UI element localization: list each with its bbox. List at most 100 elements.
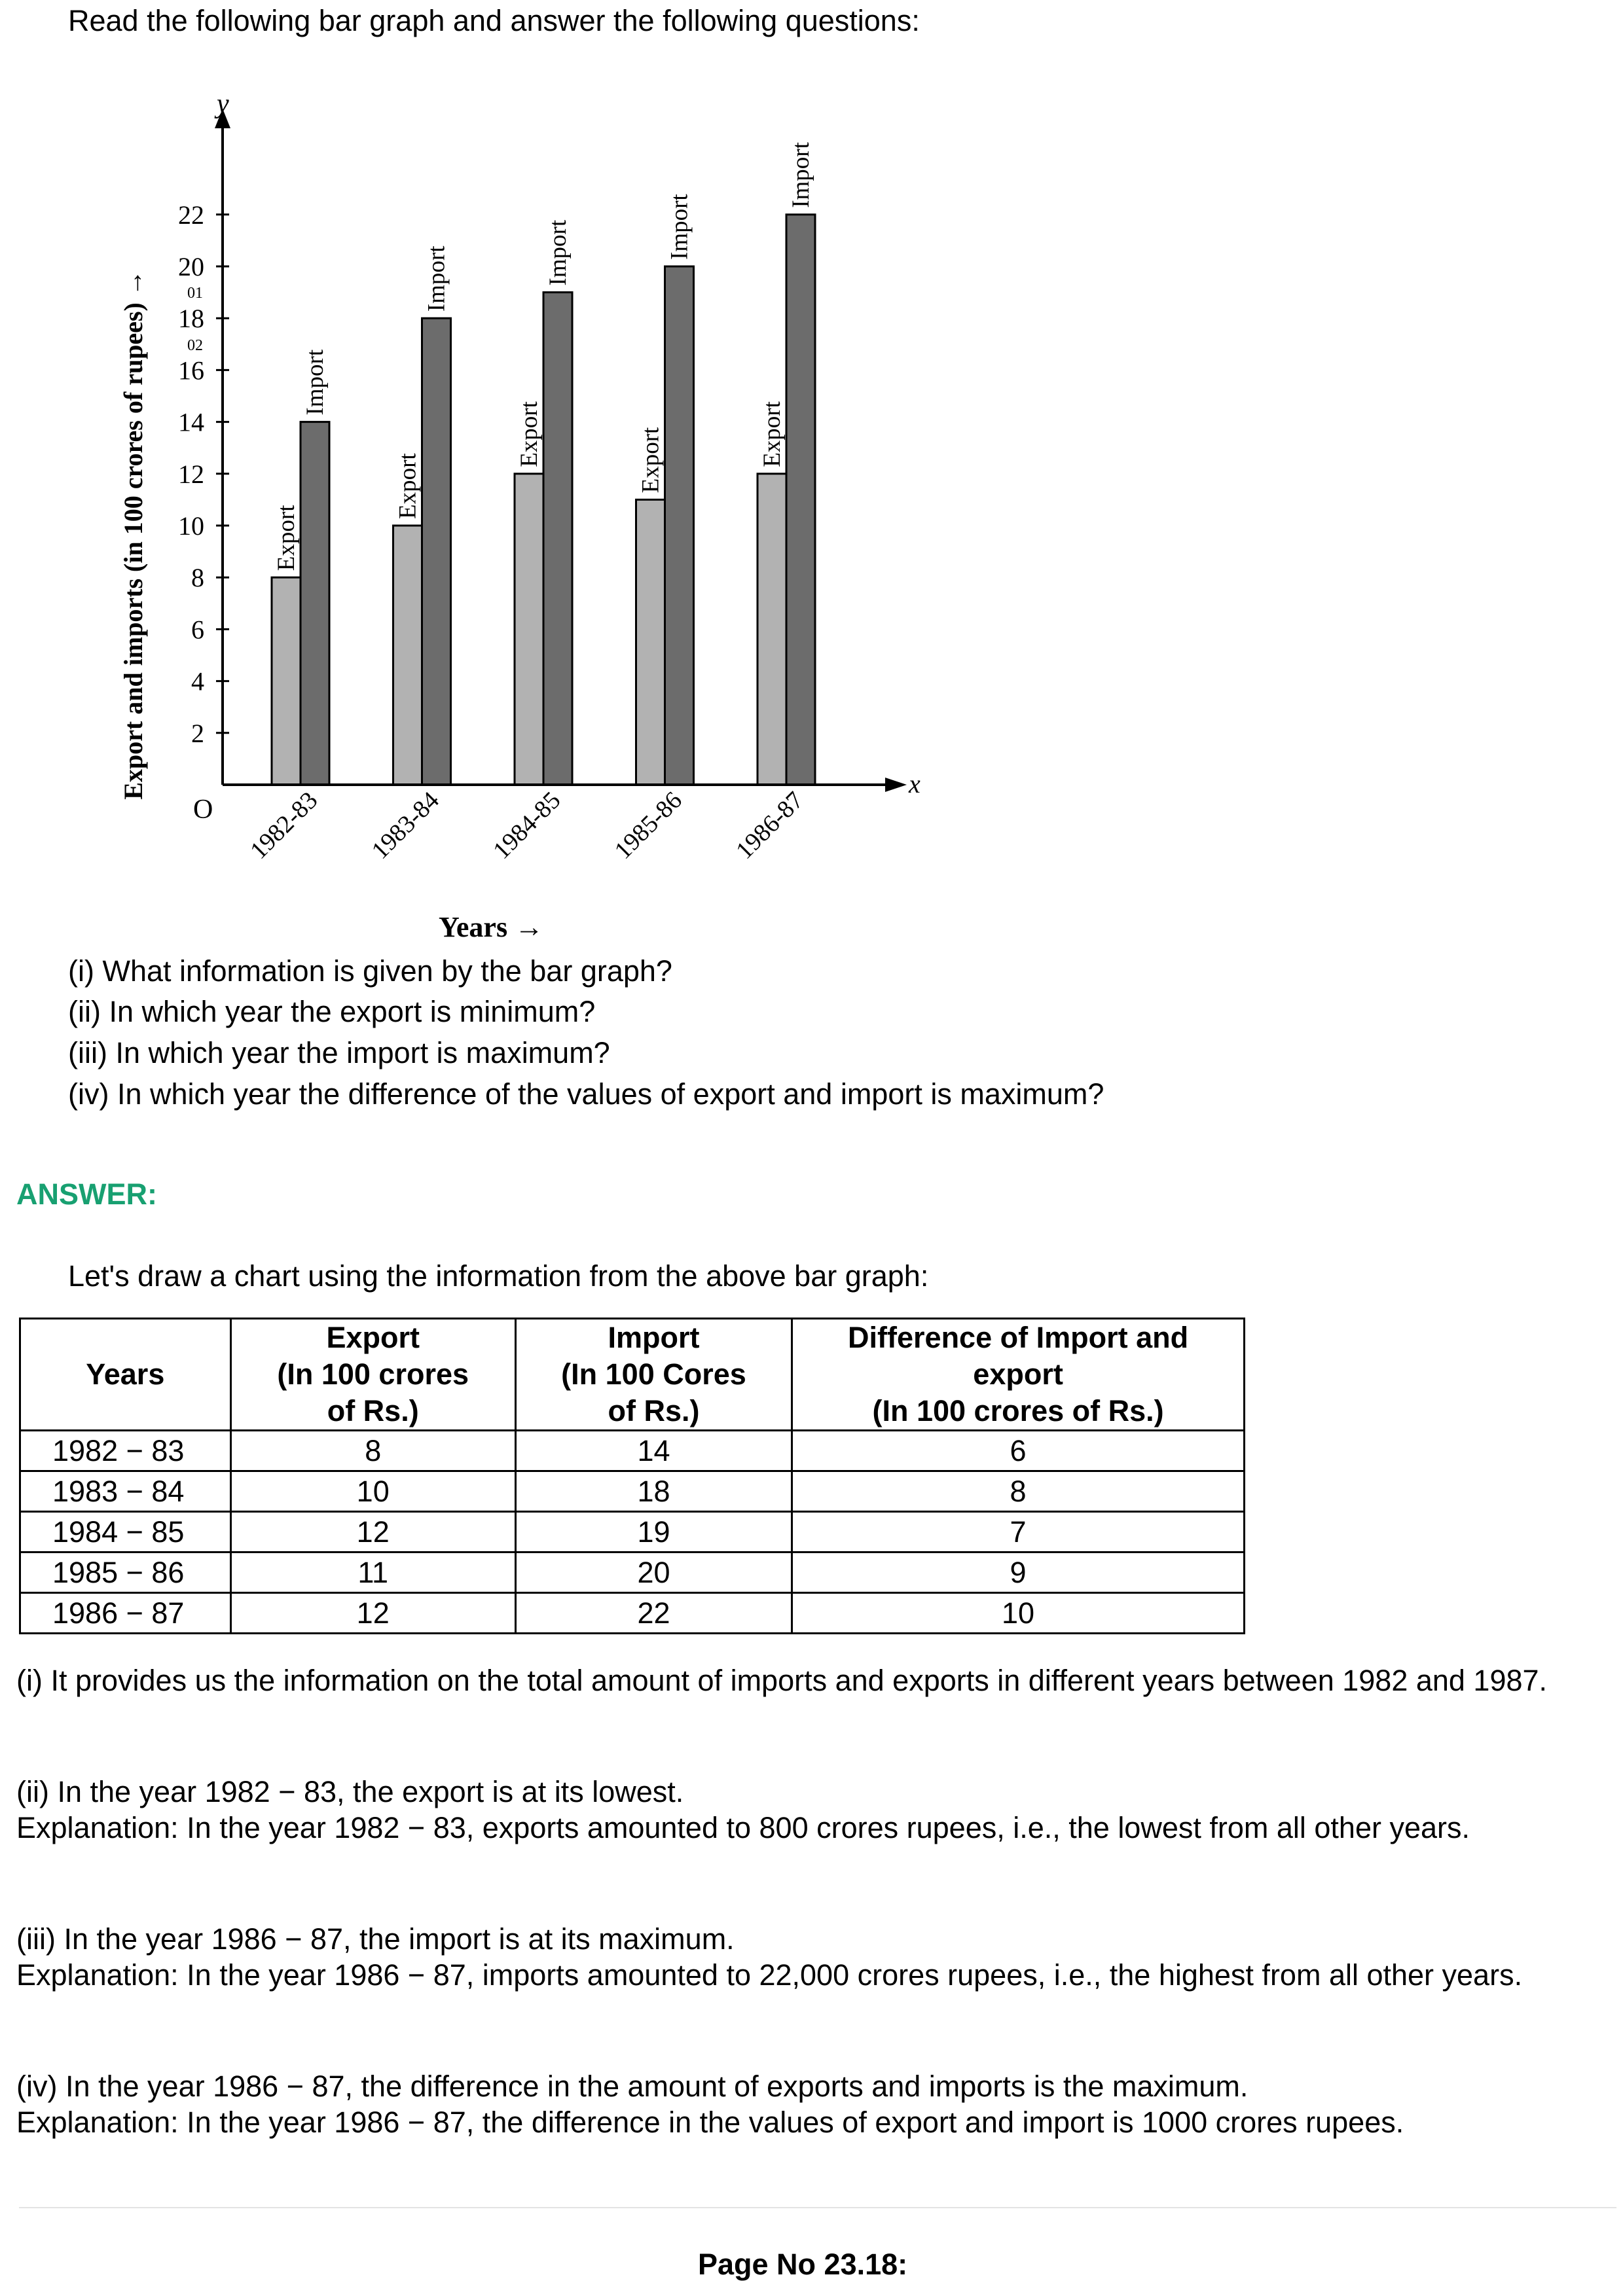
header-export-text: Export (In 100 crores of Rs.) [277, 1321, 469, 1427]
category-label: 1984-85 [488, 787, 566, 865]
header-difference-text: Difference of Import and export (In 100 cr… [848, 1321, 1189, 1427]
question-4: (iv) In which year the difference of the… [68, 1077, 1104, 1111]
cell-import: 14 [514, 1429, 793, 1472]
header-years: Years [19, 1318, 232, 1431]
y-tick-label: 6 [191, 615, 204, 644]
header-import-text: Import (In 100 Cores of Rs.) [561, 1321, 746, 1427]
stray-mark-01: 01 [187, 285, 203, 302]
bar-label-import: Import [424, 245, 450, 312]
intro-text: Read the following bar graph and answer … [68, 4, 920, 37]
y-tick-label: 2 [191, 719, 204, 748]
header-years-text: Years [86, 1357, 165, 1391]
bar-import [421, 317, 452, 786]
data-table: Years Export (In 100 crores of Rs.) Import… [19, 1318, 1245, 1634]
bar-import [785, 213, 816, 786]
origin-label: O [193, 795, 213, 825]
divider [19, 2207, 1616, 2208]
page-number: Page No 23.18: [698, 2248, 908, 2281]
x-axis-letter: x [908, 769, 921, 798]
bar-label-export: Export [759, 401, 786, 467]
cell-import: 18 [514, 1470, 793, 1513]
bar-import [299, 421, 331, 786]
cell-export: 11 [229, 1551, 517, 1594]
y-axis-arrowhead [215, 109, 230, 128]
bar-labels-group: Export Import Export Import Export Import Expo… [273, 141, 814, 571]
cell-difference: 6 [791, 1429, 1245, 1472]
category-labels-group: 1982-83 1983-84 1984-85 1985-86 1986-87 [245, 787, 809, 865]
y-tick-label: 4 [191, 667, 204, 696]
bars-group [270, 213, 816, 786]
question-2: (ii) In which year the export is minimum… [68, 995, 596, 1028]
y-tick-label: 16 [178, 355, 204, 385]
bar-label-import: Import [545, 219, 572, 285]
bar-import [542, 291, 574, 786]
answer-3-explanation: Explanation: In the year 1986 − 87, impo… [16, 1958, 1523, 1992]
header-import: Import (In 100 Cores of Rs.) [514, 1318, 793, 1431]
bar-label-import: Import [666, 194, 693, 260]
cell-year: 1983 − 84 [19, 1470, 232, 1513]
y-tick-label: 22 [178, 200, 204, 230]
answer-4: (iv) In the year 1986 − 87, the differen… [16, 2070, 1249, 2103]
x-axis-label: Years → [439, 911, 543, 943]
table-row: 1982 − 83 8 14 6 [19, 1429, 1245, 1472]
y-tick-label: 18 [178, 304, 204, 333]
bar-import [664, 265, 695, 786]
x-axis-arrowhead [885, 778, 907, 792]
cell-difference: 9 [791, 1551, 1245, 1594]
category-label: 1982-83 [245, 787, 323, 865]
question-1: (i) What information is given by the bar… [68, 954, 672, 988]
bar-export [756, 473, 788, 786]
cell-year: 1985 − 86 [19, 1551, 232, 1594]
cell-difference: 8 [791, 1470, 1245, 1513]
cell-import: 19 [514, 1511, 793, 1553]
category-label: 1986-87 [731, 787, 809, 865]
answer-3: (iii) In the year 1986 − 87, the import … [16, 1922, 735, 1956]
header-difference: Difference of Import and export (In 100 cr… [791, 1318, 1245, 1431]
cell-year: 1982 − 83 [19, 1429, 232, 1472]
cell-export: 8 [229, 1429, 517, 1472]
cell-export: 12 [229, 1511, 517, 1553]
bar-label-export: Export [395, 453, 422, 519]
bar-export [270, 576, 302, 786]
header-export: Export (In 100 crores of Rs.) [229, 1318, 517, 1431]
cell-year: 1986 − 87 [19, 1592, 232, 1634]
cell-import: 20 [514, 1551, 793, 1594]
y-axis-label: Export and imports (in 100 crores of rup… [119, 270, 148, 800]
bar-chart: 2 4 6 8 10 12 14 16 18 20 22 1982-83 1983-84 1984-85… [119, 89, 921, 943]
answer-2-explanation: Explanation: In the year 1982 − 83, expo… [16, 1811, 1470, 1844]
table-header-row: Years Export (In 100 crores of Rs.) Import… [19, 1318, 1245, 1431]
cell-export: 10 [229, 1470, 517, 1513]
table-row: 1985 − 86 11 20 9 [19, 1551, 1245, 1594]
answer-4-explanation: Explanation: In the year 1986 − 87, the … [16, 2106, 1404, 2139]
answer-2: (ii) In the year 1982 − 83, the export i… [16, 1775, 684, 1808]
bar-label-import: Import [788, 141, 814, 207]
table-row: 1983 − 84 10 18 8 [19, 1470, 1245, 1513]
y-tick-label: 14 [178, 408, 204, 437]
category-label: 1985-86 [610, 787, 687, 865]
table-row: 1986 − 87 12 22 10 [19, 1592, 1245, 1634]
cell-year: 1984 − 85 [19, 1511, 232, 1553]
bar-label-import: Import [302, 349, 329, 415]
y-axis-letter: y [214, 89, 229, 119]
bar-label-export: Export [273, 505, 300, 571]
y-ticks-group: 2 4 6 8 10 12 14 16 18 20 22 [178, 200, 229, 748]
bar-label-export: Export [638, 427, 665, 493]
bar-export [513, 473, 545, 786]
table-intro: Let's draw a chart using the information… [68, 1259, 929, 1293]
stray-mark-02: 02 [187, 337, 203, 354]
axes-group [215, 109, 907, 792]
y-tick-label: 10 [178, 511, 204, 541]
cell-import: 22 [514, 1592, 793, 1634]
bar-label-export: Export [516, 401, 543, 467]
cell-export: 12 [229, 1592, 517, 1634]
bar-export [635, 498, 666, 786]
table-row: 1984 − 85 12 19 7 [19, 1511, 1245, 1553]
cell-difference: 10 [791, 1592, 1245, 1634]
y-tick-label: 12 [178, 459, 204, 489]
category-label: 1983-84 [367, 787, 445, 865]
answer-1: (i) It provides us the information on th… [16, 1664, 1548, 1697]
cell-difference: 7 [791, 1511, 1245, 1553]
bar-export [392, 524, 423, 786]
answer-heading: ANSWER: [16, 1177, 157, 1211]
y-tick-label: 8 [191, 563, 204, 592]
